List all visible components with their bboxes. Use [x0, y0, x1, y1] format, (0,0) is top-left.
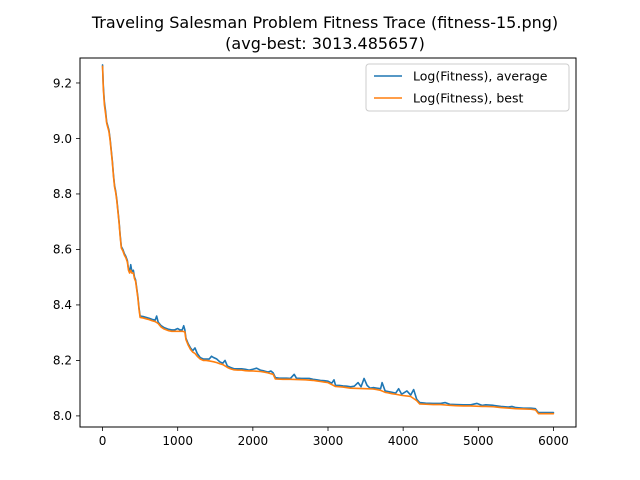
- series-line-average: [101, 64, 555, 414]
- legend-label-best: Log(Fitness), best: [413, 91, 523, 106]
- x-tick-label: 0: [99, 434, 107, 448]
- y-axis: 8.0 8.2 8.4 8.6 8.8 9.0 9.2: [53, 76, 80, 423]
- x-tick-label: 1000: [162, 434, 193, 448]
- y-tick-label: 8.2: [53, 354, 72, 368]
- x-tick-label: 5000: [463, 434, 494, 448]
- series-group: [101, 64, 555, 415]
- y-tick-label: 8.6: [53, 243, 72, 257]
- y-tick-label: 8.8: [53, 187, 72, 201]
- y-tick-label: 8.0: [53, 409, 72, 423]
- x-tick-label: 4000: [388, 434, 419, 448]
- chart-title: Traveling Salesman Problem Fitness Trace…: [91, 13, 558, 32]
- series-line-best: [101, 65, 555, 415]
- legend-box: [365, 63, 570, 112]
- legend-label-average: Log(Fitness), average: [413, 69, 548, 84]
- y-tick-label: 9.2: [53, 76, 72, 90]
- x-tick-label: 6000: [538, 434, 569, 448]
- x-axis: 0 1000 2000 3000 4000 5000 6000: [99, 427, 569, 448]
- y-tick-label: 8.4: [53, 298, 72, 312]
- legend: Log(Fitness), average Log(Fitness), best: [365, 63, 570, 112]
- chart-subtitle: (avg-best: 3013.485657): [225, 34, 425, 53]
- x-tick-label: 3000: [313, 434, 344, 448]
- x-tick-label: 2000: [238, 434, 269, 448]
- y-tick-label: 9.0: [53, 132, 72, 146]
